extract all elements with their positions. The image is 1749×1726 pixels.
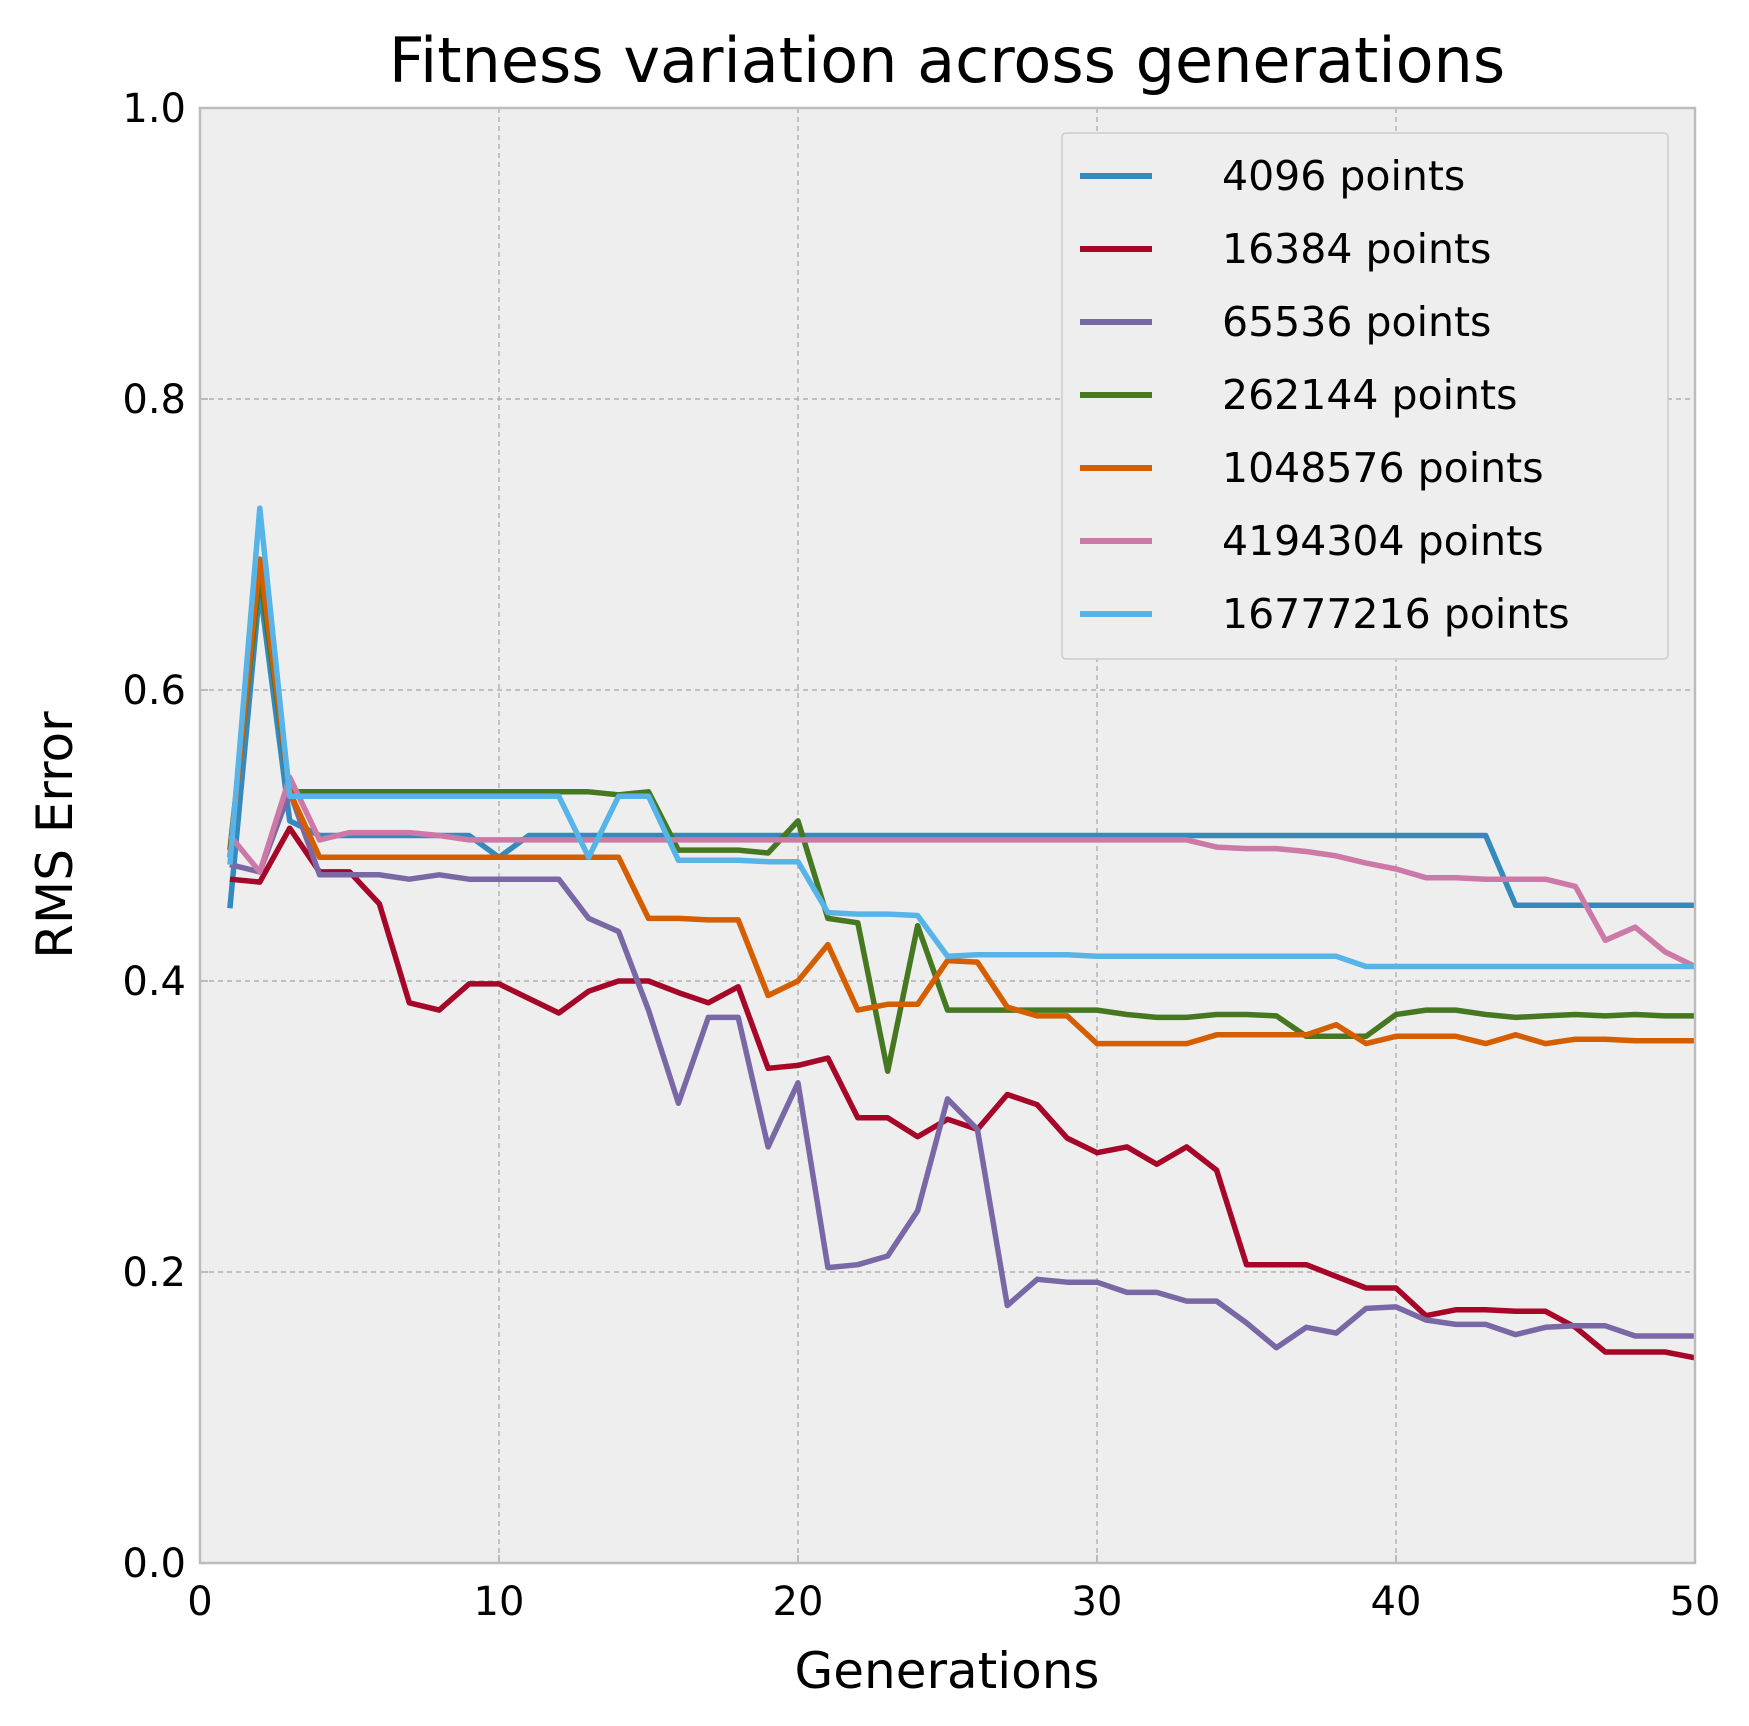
- y-tick-label: 0.0: [122, 1541, 186, 1587]
- series-line-7: [227, 505, 1695, 970]
- x-tick-label: 30: [1072, 1579, 1123, 1625]
- x-tick-label: 0: [187, 1579, 212, 1625]
- legend-label-2: 16384 points: [1222, 225, 1491, 273]
- x-tick-label: 20: [773, 1579, 824, 1625]
- x-tick-label: 40: [1371, 1579, 1422, 1625]
- x-axis-label: Generations: [795, 1642, 1100, 1700]
- y-tick-label: 0.2: [122, 1250, 186, 1296]
- chart-title: Fitness variation across generations: [389, 24, 1505, 97]
- y-tick-label: 0.8: [122, 377, 186, 423]
- legend-entries: 4096 points 16384 points 65536 points 26214…: [1080, 152, 1570, 638]
- y-axis-label: RMS Error: [26, 711, 84, 959]
- series-line-3: [229, 789, 1695, 1351]
- series-line-5: [227, 556, 1695, 1047]
- legend-label-1: 4096 points: [1222, 152, 1465, 200]
- series-group: [227, 505, 1697, 1361]
- y-tick-label: 1.0: [122, 86, 186, 132]
- x-tick-label: 50: [1670, 1579, 1721, 1625]
- axis-ticks: 0 10 20 30 40 50 0.0 0.2 0.4 0.6 0.8 1.0: [122, 86, 1720, 1625]
- x-tick-label: 10: [474, 1579, 525, 1625]
- legend-label-4: 262144 points: [1222, 371, 1517, 419]
- legend-box: [1061, 132, 1669, 660]
- legend-label-6: 4194304 points: [1222, 517, 1544, 565]
- y-tick-label: 0.4: [122, 959, 186, 1005]
- y-tick-label: 0.6: [122, 668, 186, 714]
- series-line-6: [227, 774, 1697, 969]
- series-line-2: [229, 825, 1696, 1361]
- legend-label-7: 16777216 points: [1222, 590, 1570, 638]
- legend-label-5: 1048576 points: [1222, 444, 1544, 492]
- legend: 4096 points 16384 points 65536 points 26214…: [1061, 132, 1669, 660]
- plot-frame: [198, 106, 1697, 1565]
- legend-label-3: 65536 points: [1222, 298, 1491, 346]
- series-line-4: [227, 570, 1695, 1074]
